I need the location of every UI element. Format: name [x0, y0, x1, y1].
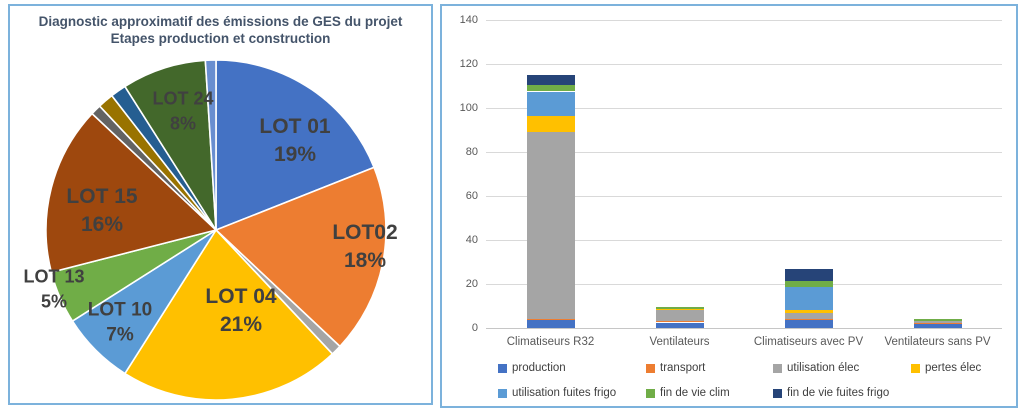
bar-chart-plot-area: 0 20 40 60 80 100 120 140 Climatiseurs R32 Ventil…: [442, 6, 1016, 406]
bar-segment-pertes-élec-ventilateurs: [655, 308, 704, 311]
bar-segment-utilisation-fuites-frigo-climatiseurs-r32: [526, 91, 575, 116]
bar-segment-transport-climatiseurs-r32: [526, 319, 575, 321]
legend-item-utilisation-élec: utilisation élec: [773, 362, 859, 375]
pie-title-line-2: Etapes production et construction: [110, 31, 331, 46]
y-tick-label-0: 0: [471, 322, 478, 334]
category-label-ventilateurs-sans-pv: Ventilateurs sans PV: [884, 336, 991, 348]
legend-label: utilisation fuites frigo: [512, 387, 617, 399]
bar-segment-transport-ventilateurs: [655, 321, 704, 323]
legend-item-fin-de-vie-clim: fin de vie clim: [646, 387, 730, 400]
legend-item-fin-de-vie-fuites-frigo: fin de vie fuites frigo: [773, 387, 889, 400]
legend-swatch-icon: [646, 364, 655, 373]
bar-segment-transport-climatiseurs-avec-pv: [784, 319, 833, 321]
bar-segment-utilisation-élec-ventilateurs: [655, 310, 704, 322]
x-axis-line: [486, 328, 1002, 329]
bar-segment-utilisation-élec-ventilateurs-sans-pv: [913, 321, 962, 323]
pie-slice-lot-04: [124, 229, 334, 401]
bar-segment-fin-de-vie-fuites-frigo-climatiseurs-avec-pv: [784, 268, 833, 281]
pie-label-lot02: LOT02 18%: [332, 221, 397, 272]
y-tick-label-20: 20: [465, 278, 478, 290]
legend-item-production: production: [498, 362, 566, 375]
pie-label-lot-13: LOT 13 5%: [23, 267, 84, 312]
category-label-climatiseurs-avec-pv: Climatiseurs avec PV: [753, 336, 864, 348]
legend-item-pertes-élec: pertes élec: [911, 362, 981, 375]
gridline-60: [486, 196, 1002, 197]
legend-swatch-icon: [646, 389, 655, 398]
legend-item-utilisation-fuites-frigo: utilisation fuites frigo: [498, 387, 616, 400]
gridline-100: [486, 108, 1002, 109]
pie-label-lot-04: LOT 04 21%: [205, 285, 277, 336]
pie-label-lot-01: LOT 01 19%: [259, 115, 331, 166]
gridline-40: [486, 240, 1002, 241]
y-tick-label-60: 60: [465, 190, 478, 202]
pie-chart-panel: Diagnostic approximatif des émissions de…: [8, 4, 433, 405]
bar-segment-production-ventilateurs: [655, 322, 704, 328]
gridline-20: [486, 284, 1002, 285]
legend-label: production: [512, 362, 566, 374]
category-label-ventilateurs: Ventilateurs: [649, 336, 710, 348]
bar-segment-utilisation-fuites-frigo-climatiseurs-avec-pv: [784, 287, 833, 311]
legend-label: utilisation élec: [787, 362, 860, 374]
legend-label: fin de vie clim: [660, 387, 730, 399]
bar-segment-utilisation-élec-climatiseurs-r32: [526, 132, 575, 320]
pie-slice-lot-15: [45, 112, 217, 274]
bar-segment-production-climatiseurs-r32: [526, 320, 575, 328]
y-tick-label-140: 140: [459, 14, 478, 26]
legend-label: transport: [660, 362, 706, 374]
bar-segment-fin-de-vie-clim-ventilateurs-sans-pv: [913, 319, 962, 322]
pie-label-lot-24: LOT 24 8%: [152, 89, 213, 134]
y-tick-label-40: 40: [465, 234, 478, 246]
legend-swatch-icon: [773, 364, 782, 373]
bar-segment-fin-de-vie-clim-climatiseurs-avec-pv: [784, 280, 833, 288]
pie-label-lot-15: LOT 15 16%: [66, 185, 138, 236]
pie-title-line-1: Diagnostic approximatif des émissions de…: [38, 14, 403, 29]
gridline-80: [486, 152, 1002, 153]
pie-label-lot-10: LOT 10 7%: [88, 300, 152, 346]
legend-label: fin de vie fuites frigo: [787, 387, 890, 399]
legend-swatch-icon: [911, 364, 920, 373]
bar-segment-pertes-élec-climatiseurs-r32: [526, 115, 575, 133]
legend-swatch-icon: [773, 389, 782, 398]
legend-swatch-icon: [498, 389, 507, 398]
legend-label: pertes élec: [925, 362, 982, 374]
pie-slice-lot02: [215, 166, 387, 348]
pie-chart-title: Diagnostic approximatif des émissions de…: [10, 13, 431, 47]
bar-chart-panel: 0 20 40 60 80 100 120 140 Climatiseurs R32 Ventil…: [440, 4, 1018, 408]
gridline-120: [486, 64, 1002, 65]
y-tick-label-80: 80: [465, 146, 478, 158]
bar-segment-production-ventilateurs-sans-pv: [913, 323, 962, 328]
y-tick-label-120: 120: [459, 58, 478, 70]
bar-segment-production-climatiseurs-avec-pv: [784, 320, 833, 328]
bar-segment-utilisation-élec-climatiseurs-avec-pv: [784, 312, 833, 320]
pie-slice-lot-01: [215, 59, 375, 231]
bar-segment-transport-ventilateurs-sans-pv: [913, 322, 962, 324]
bar-segment-pertes-élec-climatiseurs-avec-pv: [784, 310, 833, 313]
bar-segment-fin-de-vie-clim-ventilateurs: [655, 306, 704, 309]
pie-slice-small-11: [204, 59, 217, 231]
legend-swatch-icon: [498, 364, 507, 373]
bar-segment-fin-de-vie-fuites-frigo-climatiseurs-r32: [526, 75, 575, 85]
legend-item-transport: transport: [646, 362, 705, 375]
gridline-140: [486, 20, 1002, 21]
pie-chart: LOT 01 19% LOT02 18% LOT 04 21% LOT 10 7%LOT 13…: [23, 59, 398, 401]
bar-segment-fin-de-vie-clim-climatiseurs-r32: [526, 84, 575, 92]
category-label-climatiseurs-r32: Climatiseurs R32: [506, 336, 595, 348]
y-tick-label-100: 100: [459, 102, 478, 114]
